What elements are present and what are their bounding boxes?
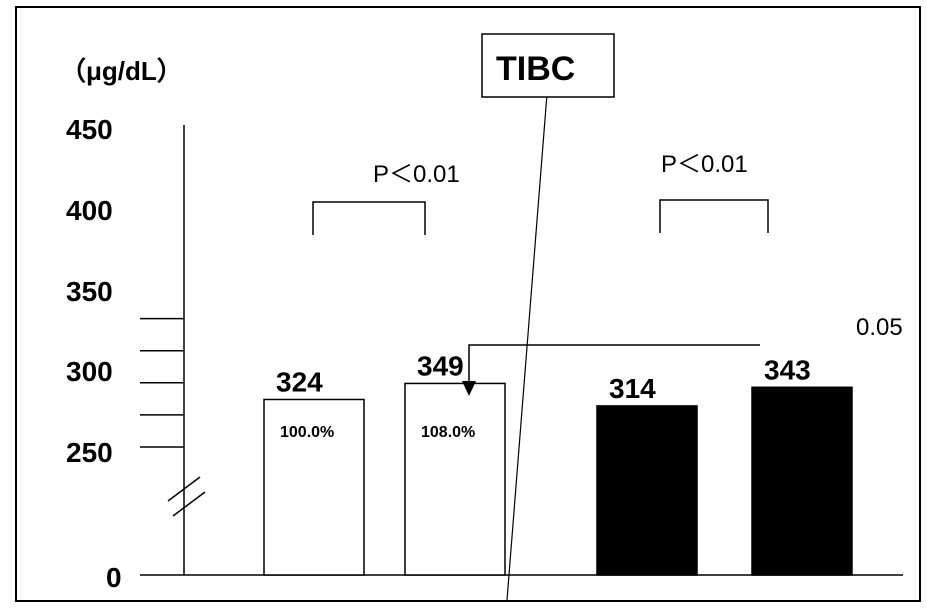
- bar-percent-label: 100.0%: [280, 424, 334, 441]
- chart-frame: [15, 6, 921, 602]
- axis-break-mark-1: [167, 476, 201, 502]
- y-unit-label: （μg/dL）: [60, 56, 183, 86]
- axis-break-mark-2: [172, 491, 206, 517]
- y-tick-label-300: 300: [66, 356, 113, 387]
- bar-value-label: 349: [417, 350, 464, 381]
- y-tick-label-400: 400: [66, 195, 113, 226]
- bar-324: [263, 398, 365, 576]
- bar-343: [751, 386, 853, 576]
- bar-percent-label: 108.0%: [421, 424, 475, 441]
- bar-314: [596, 405, 698, 576]
- bar-value-label: 324: [276, 366, 323, 397]
- y-tick-label-350: 350: [66, 276, 113, 307]
- annotation-label: 0.05: [856, 314, 903, 341]
- bar-value-label: 314: [609, 373, 656, 404]
- bar-labels: 324 100.0% 349 108.0% 314 343: [276, 350, 811, 441]
- significance-bracket-2: [659, 199, 769, 233]
- title-box: [481, 33, 615, 98]
- bar-349: [404, 382, 506, 576]
- y-tick-label-250: 250: [66, 437, 113, 468]
- annotation-connector: [468, 344, 760, 384]
- annotation-arrowhead: [462, 381, 476, 396]
- y-tick-label-450: 450: [66, 114, 113, 145]
- significance-bracket-1: [312, 201, 426, 235]
- y-tick-label-0: 0: [106, 562, 122, 593]
- title-pointer-line: [506, 93, 548, 601]
- significance-label-1: P＜0.01: [373, 161, 460, 188]
- significance-label-2: P＜0.01: [661, 151, 748, 178]
- bar-value-label: 343: [764, 354, 811, 385]
- y-ticks: [140, 317, 184, 448]
- bars: [263, 382, 853, 576]
- chart-title: TIBC: [496, 50, 575, 88]
